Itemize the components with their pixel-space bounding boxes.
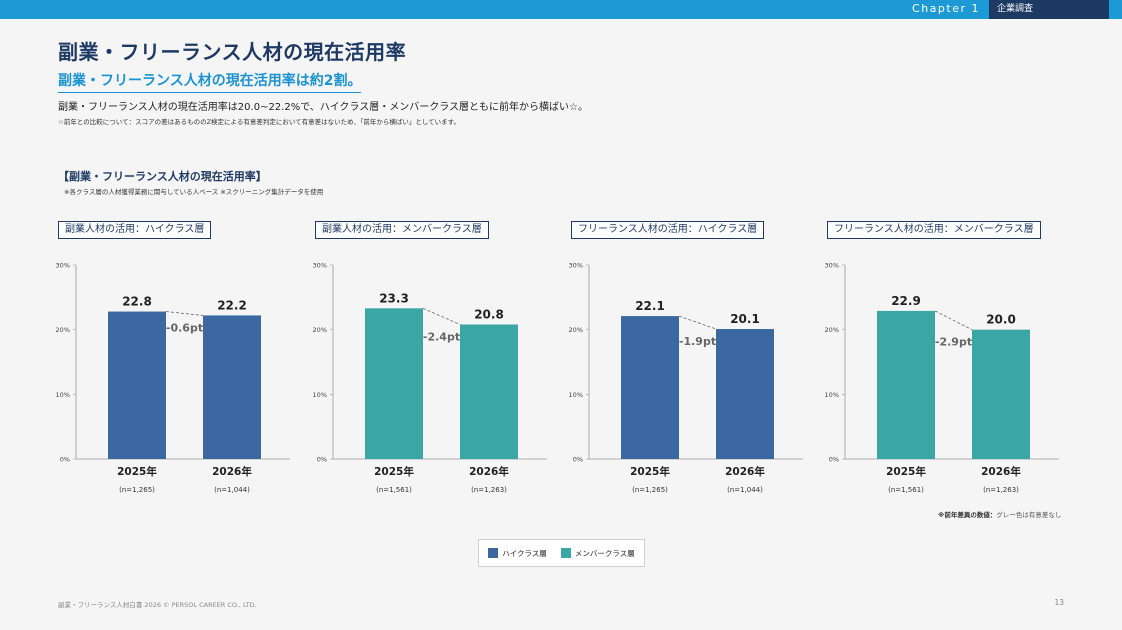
bar-value-label: 20.8: [474, 307, 504, 321]
n-label: (n=1,263): [983, 486, 1019, 494]
section-title: 【副業・フリーランス人材の現在活用率】: [58, 170, 267, 183]
diff-connector-line: [422, 307, 461, 325]
bar: [877, 310, 935, 459]
category-label: 2026年: [725, 465, 765, 478]
lead-text: 副業・フリーランス人材の現在活用率は20.0~22.2%で、ハイクラス層・メンバ…: [58, 102, 588, 113]
y-tick-label: 30%: [56, 262, 70, 270]
bar-value-label: 22.8: [122, 295, 152, 309]
y-tick-label: 0%: [317, 456, 327, 464]
y-tick-label: 30%: [569, 262, 583, 270]
n-label: (n=1,265): [632, 486, 668, 494]
bar-value-label: 20.1: [730, 312, 760, 326]
n-label: (n=1,044): [214, 486, 250, 494]
panel-title-3: フリーランス人材の活用：ハイクラス層: [571, 221, 765, 239]
legend-swatch-member: [560, 548, 571, 558]
chapter-label: Chapter 1: [912, 2, 980, 15]
legend-item-high: ハイクラス層: [488, 548, 547, 559]
category-label: 2026年: [469, 465, 509, 478]
bar: [621, 316, 679, 459]
n-label: (n=1,265): [119, 486, 155, 494]
legend: ハイクラス層 メンバークラス層: [478, 539, 645, 567]
y-tick-label: 0%: [60, 456, 70, 464]
y-tick-label: 10%: [313, 391, 327, 399]
bar-value-label: 22.9: [891, 294, 921, 308]
footer-copyright: 副業・フリーランス人材白書 2026 © PERSOL CAREER CO., …: [58, 601, 257, 609]
bar: [108, 311, 166, 459]
comparison-note: ☆前年との比較について：スコアの差はあるもののZ検定による有意差判定において有意…: [58, 118, 461, 126]
section-note: ※各クラス層の人材獲得業務に関与している人ベース ※スクリーニング集計データを使…: [64, 188, 324, 196]
y-tick-label: 30%: [313, 262, 327, 270]
diff-label: -2.4pt: [423, 330, 460, 343]
category-label: 2026年: [212, 465, 252, 478]
legend-swatch-high: [488, 548, 499, 558]
category-label: 2026年: [981, 465, 1021, 478]
diff-connector-line: [678, 315, 717, 330]
bar: [203, 315, 261, 459]
top-bar: Chapter 1 企業調査: [0, 0, 1122, 19]
n-label: (n=1,561): [376, 486, 412, 494]
bar: [716, 329, 774, 459]
bar: [365, 308, 423, 459]
page-subtitle: 副業・フリーランス人材の現在活用率は約2割。: [58, 70, 362, 93]
category-label: 2025年: [374, 465, 414, 478]
chapter-tag: 企業調査: [989, 0, 1109, 19]
y-tick-label: 10%: [569, 391, 583, 399]
legend-label-high: ハイクラス層: [502, 548, 547, 558]
bar-value-label: 23.3: [379, 291, 409, 305]
y-tick-label: 10%: [56, 391, 70, 399]
y-tick-label: 20%: [313, 326, 327, 334]
y-tick-label: 0%: [573, 456, 583, 464]
diff-label: -1.9pt: [679, 335, 716, 348]
bar-value-label: 22.1: [635, 299, 665, 313]
page-number: 13: [1054, 598, 1064, 607]
category-label: 2025年: [117, 465, 157, 478]
panel-title-1: 副業人材の活用：ハイクラス層: [58, 221, 212, 239]
y-tick-label: 20%: [569, 326, 583, 334]
diff-label: -2.9pt: [935, 336, 972, 349]
diff-label: -0.6pt: [166, 321, 203, 334]
n-label: (n=1,561): [888, 486, 924, 494]
diff-connector-line: [165, 311, 204, 316]
bar-value-label: 22.2: [217, 298, 247, 312]
y-tick-label: 20%: [825, 326, 839, 334]
diff-connector-line: [934, 310, 973, 331]
bar-value-label: 20.0: [986, 313, 1016, 327]
y-tick-label: 10%: [825, 391, 839, 399]
diff-note: ※前年差異の数値：グレー色は有意差なし: [938, 509, 1061, 519]
n-label: (n=1,263): [471, 486, 507, 494]
category-label: 2025年: [630, 465, 670, 478]
y-tick-label: 30%: [825, 262, 839, 270]
panel-title-2: 副業人材の活用：メンバークラス層: [315, 221, 489, 239]
n-label: (n=1,044): [727, 486, 763, 494]
diff-note-text: グレー色は有意差なし: [996, 511, 1062, 519]
y-tick-label: 0%: [829, 456, 839, 464]
legend-item-member: メンバークラス層: [560, 548, 635, 559]
diff-note-bold: ※前年差異の数値：: [938, 511, 997, 519]
bar: [972, 329, 1030, 459]
bar: [460, 324, 518, 459]
page-title: 副業・フリーランス人材の現在活用率: [58, 40, 407, 64]
y-tick-label: 20%: [56, 326, 70, 334]
category-label: 2025年: [886, 465, 926, 478]
legend-label-member: メンバークラス層: [574, 548, 635, 558]
panel-title-4: フリーランス人材の活用：メンバークラス層: [827, 221, 1041, 239]
